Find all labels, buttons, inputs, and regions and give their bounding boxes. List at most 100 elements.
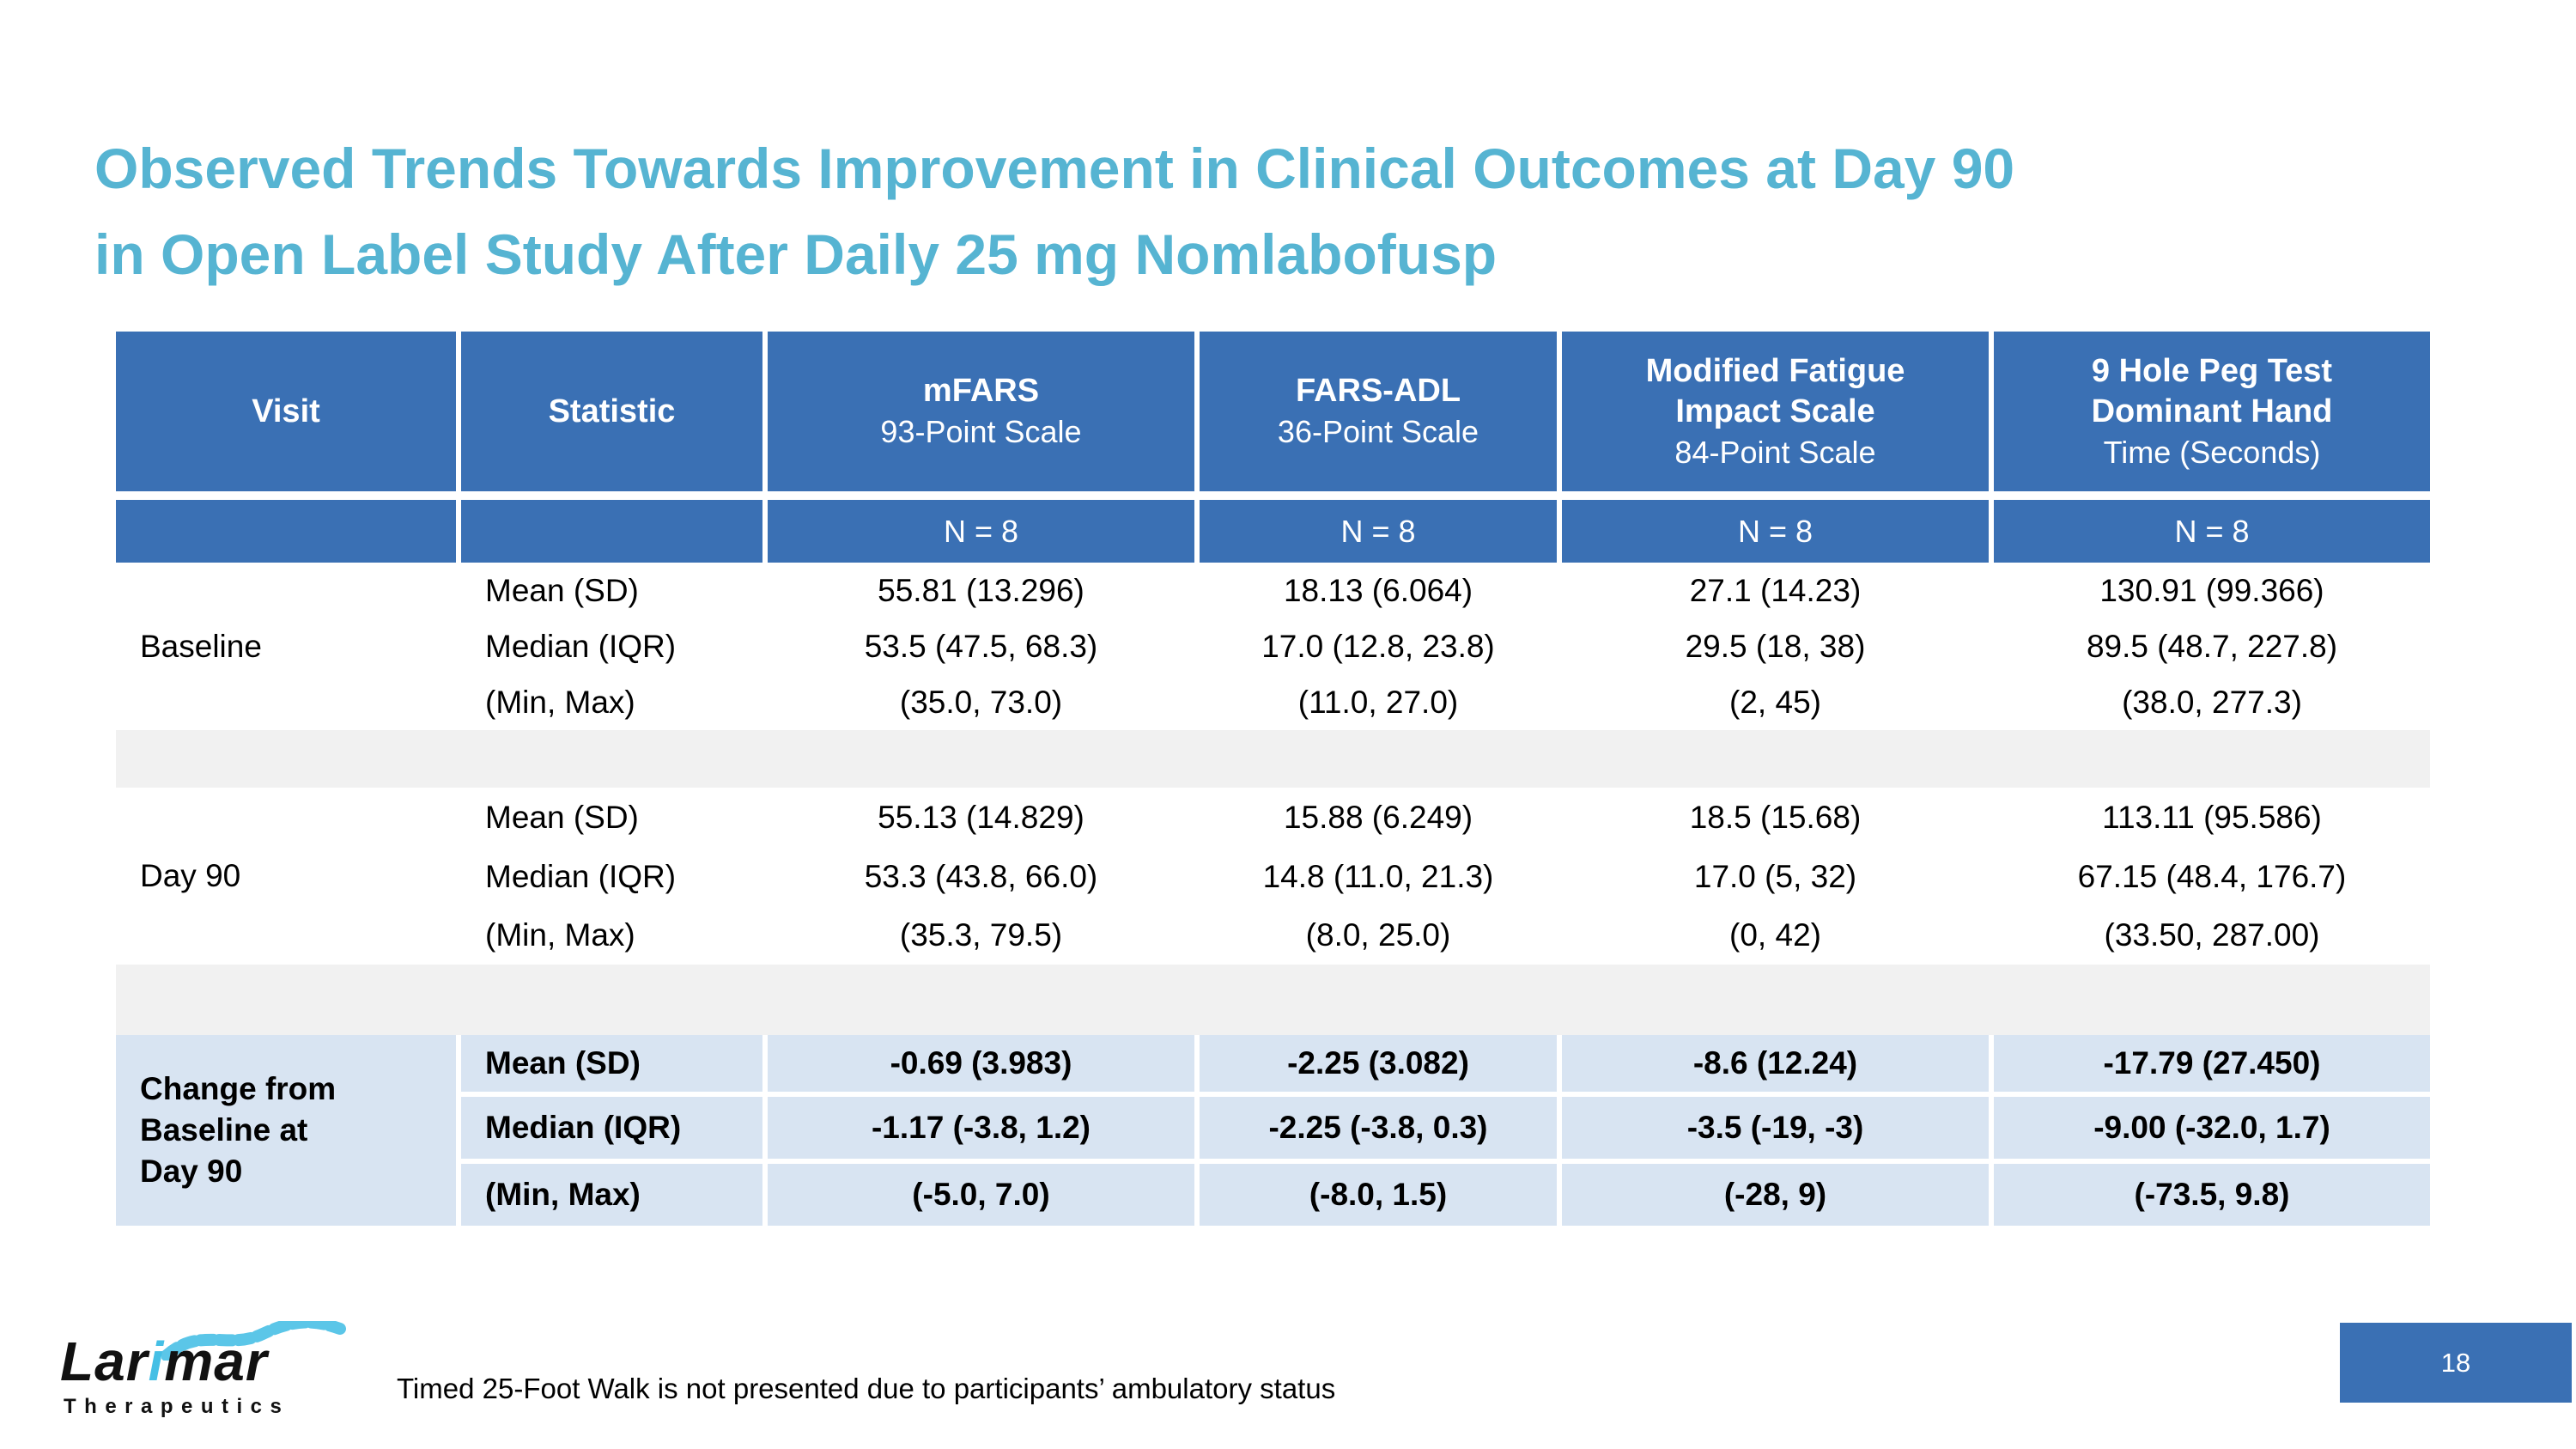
statistic-cell: (Min, Max)	[461, 1164, 768, 1226]
value-cell: (33.50, 287.00)	[2104, 917, 2320, 953]
col-header-mfars: mFARS 93-Point Scale	[768, 332, 1200, 491]
statistic-cell: (Min, Max)	[461, 674, 768, 730]
logo-mar: mar	[164, 1330, 268, 1392]
value-cell: 113.11 (95.586)	[2102, 799, 2322, 835]
value-cell: 27.1 (14.23)	[1562, 563, 1994, 618]
visit-cell-baseline: Baseline	[116, 563, 461, 730]
value-cell: (35.0, 73.0)	[768, 674, 1200, 730]
visit-label: Change from Baseline at Day 90	[140, 1071, 337, 1189]
section-body: Mean (SD) 55.13 (14.829) 15.88 (6.249) 1…	[461, 788, 2430, 965]
statistic-cell: Mean (SD)	[461, 788, 768, 847]
statistic-cell: Mean (SD)	[461, 1035, 768, 1092]
value-cell: 17.0 (12.8, 23.8)	[1200, 618, 1562, 674]
visit-label: Baseline	[140, 628, 262, 664]
slide-title-line1: Observed Trends Towards Improvement in C…	[94, 137, 2015, 200]
statistic-cell: Mean (SD)	[461, 563, 768, 618]
n-cell-blank	[116, 500, 461, 563]
section-body: Mean (SD) 55.81 (13.296) 18.13 (6.064) 2…	[461, 563, 2430, 730]
col-header-subtitle: 36-Point Scale	[1277, 414, 1479, 449]
statistic-cell: Median (IQR)	[461, 1097, 768, 1159]
col-header-subtitle: 84-Point Scale	[1674, 434, 1876, 470]
value-cell: 14.8 (11.0, 21.3)	[1200, 847, 1562, 906]
value-cell: 53.3 (43.8, 66.0)	[768, 847, 1200, 906]
value-cell: 29.5 (18, 38)	[1562, 618, 1994, 674]
table-row: Mean (SD) 55.81 (13.296) 18.13 (6.064) 2…	[461, 563, 2430, 618]
value-cell: -3.5 (-19, -3)	[1562, 1097, 1994, 1159]
visit-cell-day-90: Day 90	[116, 788, 461, 965]
value-cell: (38.0, 277.3)	[2122, 684, 2302, 720]
table-row: Mean (SD) -0.69 (3.983) -2.25 (3.082) -8…	[461, 1035, 2430, 1092]
value-cell: (11.0, 27.0)	[1200, 674, 1562, 730]
table-row: Median (IQR) -1.17 (-3.8, 1.2) -2.25 (-3…	[461, 1092, 2430, 1159]
table-row: (Min, Max) (35.3, 79.5) (8.0, 25.0) (0, …	[461, 906, 2430, 965]
section-baseline: Baseline Mean (SD) 55.81 (13.296) 18.13 …	[116, 563, 2430, 730]
section-change-from-baseline: Change from Baseline at Day 90 Mean (SD)…	[116, 1035, 2430, 1226]
value-cell: (-5.0, 7.0)	[768, 1164, 1200, 1226]
statistic-cell: Median (IQR)	[461, 847, 768, 906]
slide-title-line2: in Open Label Study After Daily 25 mg No…	[94, 222, 1498, 286]
header-separator	[116, 491, 2430, 500]
col-header-title: Modified Fatigue Impact Scale	[1645, 352, 1905, 429]
col-header-statistic: Statistic	[461, 332, 768, 491]
logo-subtitle: Therapeutics	[64, 1395, 290, 1418]
table-n-row: N = 8 N = 8 N = 8 N = 8	[116, 500, 2430, 563]
logo-i: i	[148, 1330, 165, 1392]
value-cell: (2, 45)	[1562, 674, 1994, 730]
page-number-box: 18	[2340, 1323, 2572, 1403]
col-header-title: mFARS	[922, 373, 1040, 409]
col-header-fars-adl: FARS-ADL 36-Point Scale	[1200, 332, 1562, 491]
clinical-outcomes-table: Visit Statistic mFARS 93-Point Scale FAR…	[116, 332, 2430, 1226]
table-row: Median (IQR) 53.3 (43.8, 66.0) 14.8 (11.…	[461, 847, 2430, 906]
statistic-cell: (Min, Max)	[461, 906, 768, 965]
value-cell: (-28, 9)	[1562, 1164, 1994, 1226]
gray-separator-band	[116, 730, 2430, 788]
value-cell: 130.91 (99.366)	[2099, 572, 2324, 608]
col-header-modified-fatigue: Modified Fatigue Impact Scale 84-Point S…	[1562, 332, 1994, 491]
value-cell: -1.17 (-3.8, 1.2)	[768, 1097, 1200, 1159]
value-cell: (-8.0, 1.5)	[1200, 1164, 1562, 1226]
value-cell: -17.79 (27.450)	[1994, 1035, 2430, 1092]
visit-cell-change: Change from Baseline at Day 90	[116, 1035, 461, 1226]
value-cell: (0, 42)	[1562, 906, 1994, 965]
value-cell: 89.5 (48.7, 227.8)	[2086, 628, 2338, 664]
n-cell: N = 8	[768, 500, 1200, 563]
col-header-title: Visit	[252, 393, 320, 429]
logo-lar: Lar	[60, 1330, 149, 1392]
value-cell: 67.15 (48.4, 176.7)	[2077, 858, 2347, 894]
value-cell: 15.88 (6.249)	[1200, 788, 1562, 847]
page-number: 18	[2440, 1347, 2471, 1378]
table-row: (Min, Max) (-5.0, 7.0) (-8.0, 1.5) (-28,…	[461, 1159, 2430, 1226]
gray-separator-band	[116, 965, 2430, 1035]
n-cell-blank	[461, 500, 768, 563]
table-row: Median (IQR) 53.5 (47.5, 68.3) 17.0 (12.…	[461, 618, 2430, 674]
logo-wordmark: Larimar	[60, 1330, 268, 1393]
n-cell: N = 8	[1562, 500, 1994, 563]
value-cell: 17.0 (5, 32)	[1562, 847, 1994, 906]
n-cell: N = 8	[1994, 500, 2430, 563]
table-header-row: Visit Statistic mFARS 93-Point Scale FAR…	[116, 332, 2430, 491]
value-cell: (35.3, 79.5)	[768, 906, 1200, 965]
n-cell: N = 8	[1200, 500, 1562, 563]
slide-title: Observed Trends Towards Improvement in C…	[94, 125, 2550, 297]
value-cell: (8.0, 25.0)	[1200, 906, 1562, 965]
col-header-subtitle: Time (Seconds)	[2103, 434, 2321, 470]
larimar-logo: Larimar Therapeutics	[60, 1321, 352, 1433]
value-cell: -2.25 (3.082)	[1200, 1035, 1562, 1092]
col-header-title: FARS-ADL	[1295, 373, 1461, 409]
helix-ribbon-icon	[161, 1321, 346, 1361]
value-cell: (-73.5, 9.8)	[1994, 1164, 2430, 1226]
value-cell: -0.69 (3.983)	[768, 1035, 1200, 1092]
value-cell: -8.6 (12.24)	[1562, 1035, 1994, 1092]
col-header-title: 9 Hole Peg Test Dominant Hand	[2091, 352, 2333, 429]
value-cell: 18.13 (6.064)	[1200, 563, 1562, 618]
statistic-cell: Median (IQR)	[461, 618, 768, 674]
section-body: Mean (SD) -0.69 (3.983) -2.25 (3.082) -8…	[461, 1035, 2430, 1226]
col-header-9-hole-peg: 9 Hole Peg Test Dominant Hand Time (Seco…	[1994, 332, 2430, 491]
value-cell: -9.00 (-32.0, 1.7)	[1994, 1097, 2430, 1159]
value-cell: 55.81 (13.296)	[768, 563, 1200, 618]
col-header-visit: Visit	[116, 332, 461, 491]
col-header-title: Statistic	[548, 393, 676, 429]
table-row: (Min, Max) (35.0, 73.0) (11.0, 27.0) (2,…	[461, 674, 2430, 730]
footnote-text: Timed 25-Foot Walk is not presented due …	[397, 1373, 1336, 1404]
